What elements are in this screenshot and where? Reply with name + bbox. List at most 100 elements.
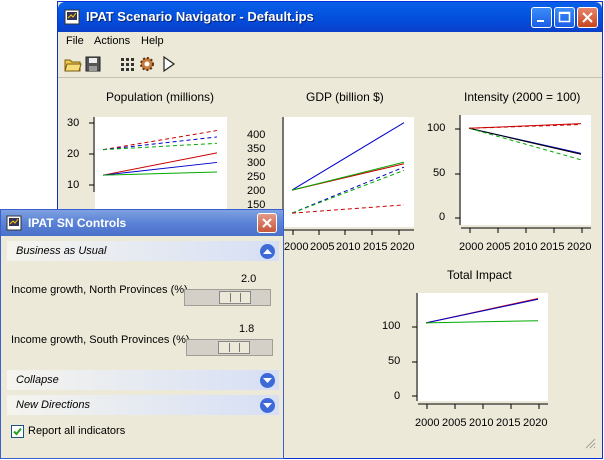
- chevron-down-icon[interactable]: [260, 373, 275, 388]
- grid-icon[interactable]: [118, 55, 136, 73]
- gdp-xtick: 2010: [336, 241, 361, 253]
- gdp-xtick: 2005: [310, 241, 335, 253]
- intensity-yaxis: [455, 115, 461, 225]
- impact-xtick: 2005: [442, 417, 467, 429]
- app-icon: [64, 9, 80, 25]
- maximize-button[interactable]: [554, 7, 575, 28]
- series-line-2: [468, 127, 582, 155]
- series-line-3: [102, 130, 218, 151]
- impact-xtick: 2020: [523, 417, 548, 429]
- close-button[interactable]: [577, 7, 598, 28]
- charts-area: Population (millions) 30 20 10 GDP (bill…: [62, 79, 598, 451]
- series-line-4: [291, 169, 405, 214]
- checkmark-icon: [13, 427, 22, 436]
- impact-chart-title: Total Impact: [447, 268, 512, 282]
- save-icon[interactable]: [84, 55, 102, 73]
- series-line-2: [102, 171, 218, 176]
- intensity-xtick: 2000: [459, 241, 484, 253]
- gdp-ytick: 350: [247, 143, 266, 155]
- report-all-checkbox[interactable]: [11, 425, 24, 438]
- impact-xtick: 2010: [469, 417, 494, 429]
- impact-plot: [418, 293, 548, 401]
- controls-title-bar[interactable]: IPAT SN Controls: [1, 210, 283, 236]
- series-line-0: [291, 122, 405, 191]
- menu-bar: File Actions Help: [58, 32, 602, 51]
- slider-south-value: 1.8: [239, 323, 255, 335]
- slider-south[interactable]: [186, 339, 273, 356]
- maximize-icon: [558, 11, 571, 23]
- intensity-ytick: 0: [439, 211, 446, 223]
- chevron-up-icon[interactable]: [260, 244, 275, 259]
- gdp-ytick: 250: [247, 171, 266, 183]
- resize-grip-icon[interactable]: [584, 437, 596, 449]
- gdp-chart-title: GDP (billion $): [306, 90, 384, 104]
- controls-close-button[interactable]: [257, 213, 277, 233]
- impact-xaxis: [418, 403, 548, 409]
- intensity-chart-title: Intensity (2000 = 100): [464, 90, 581, 104]
- controls-panel: IPAT SN Controls Business as Usual 2.0 I…: [0, 209, 284, 459]
- gdp-ytick: 200: [247, 185, 266, 197]
- intensity-xtick: 2015: [540, 241, 565, 253]
- report-all-label: Report all indicators: [28, 425, 126, 437]
- slider-south-thumb[interactable]: [218, 341, 250, 354]
- series-line-5: [291, 204, 405, 214]
- gdp-xaxis: [284, 229, 414, 235]
- impact-xtick: 2000: [415, 417, 440, 429]
- section-label: Collapse: [16, 374, 59, 386]
- intensity-xtick: 2010: [513, 241, 538, 253]
- gdp-ytick: 300: [247, 157, 266, 169]
- play-icon[interactable]: [160, 55, 178, 73]
- slider-north[interactable]: [184, 289, 271, 306]
- impact-xtick: 2015: [496, 417, 521, 429]
- section-new-directions[interactable]: New Directions: [7, 395, 279, 415]
- series-line-2: [425, 320, 539, 324]
- app-icon: [6, 215, 22, 231]
- series-line-4: [468, 124, 582, 129]
- gdp-xtick: 2015: [363, 241, 388, 253]
- population-chart-title: Population (millions): [106, 90, 215, 104]
- intensity-chart: [468, 123, 582, 161]
- controls-title: IPAT SN Controls: [28, 216, 127, 230]
- gdp-xtick: 2020: [390, 241, 415, 253]
- close-icon: [262, 218, 272, 228]
- population-plot: [95, 117, 227, 227]
- series-line-1: [102, 161, 218, 176]
- series-line-0: [102, 152, 218, 176]
- gdp-ytick: 400: [247, 129, 266, 141]
- menu-help[interactable]: Help: [141, 35, 164, 47]
- intensity-ytick: 50: [433, 167, 446, 179]
- population-ytick: 10: [67, 179, 80, 191]
- slider-north-thumb[interactable]: [219, 291, 251, 304]
- impact-yaxis: [412, 293, 418, 401]
- series-line-3: [468, 127, 582, 161]
- main-window: IPAT Scenario Navigator - Default.ips Fi…: [57, 1, 603, 459]
- settings-icon[interactable]: [138, 55, 156, 73]
- minimize-icon: [537, 20, 544, 22]
- gdp-xtick: 2000: [284, 241, 309, 253]
- intensity-ytick: 100: [427, 122, 446, 134]
- section-collapse[interactable]: Collapse: [7, 370, 279, 390]
- menu-actions[interactable]: Actions: [94, 35, 131, 47]
- impact-ytick: 0: [394, 390, 401, 402]
- impact-ytick: 100: [382, 320, 401, 332]
- gdp-chart: [291, 122, 405, 214]
- title-bar[interactable]: IPAT Scenario Navigator - Default.ips: [58, 2, 602, 32]
- section-label: New Directions: [16, 399, 90, 411]
- menu-file[interactable]: File: [66, 35, 84, 47]
- gdp-plot: [284, 117, 414, 227]
- population-ytick: 30: [67, 117, 80, 129]
- open-folder-icon[interactable]: [64, 55, 82, 73]
- series-line-4: [102, 136, 218, 151]
- intensity-xtick: 2005: [486, 241, 511, 253]
- slider-north-value: 2.0: [241, 273, 257, 285]
- intensity-xaxis: [461, 227, 591, 233]
- section-business-as-usual[interactable]: Business as Usual: [7, 241, 279, 261]
- impact-ytick: 50: [388, 355, 401, 367]
- impact-chart: [425, 297, 539, 324]
- gdp-ytick: 150: [247, 199, 266, 211]
- chevron-down-icon[interactable]: [260, 398, 275, 413]
- series-line-1: [425, 298, 539, 324]
- section-label: Business as Usual: [16, 245, 107, 257]
- series-line-2: [291, 161, 405, 191]
- minimize-button[interactable]: [531, 7, 552, 28]
